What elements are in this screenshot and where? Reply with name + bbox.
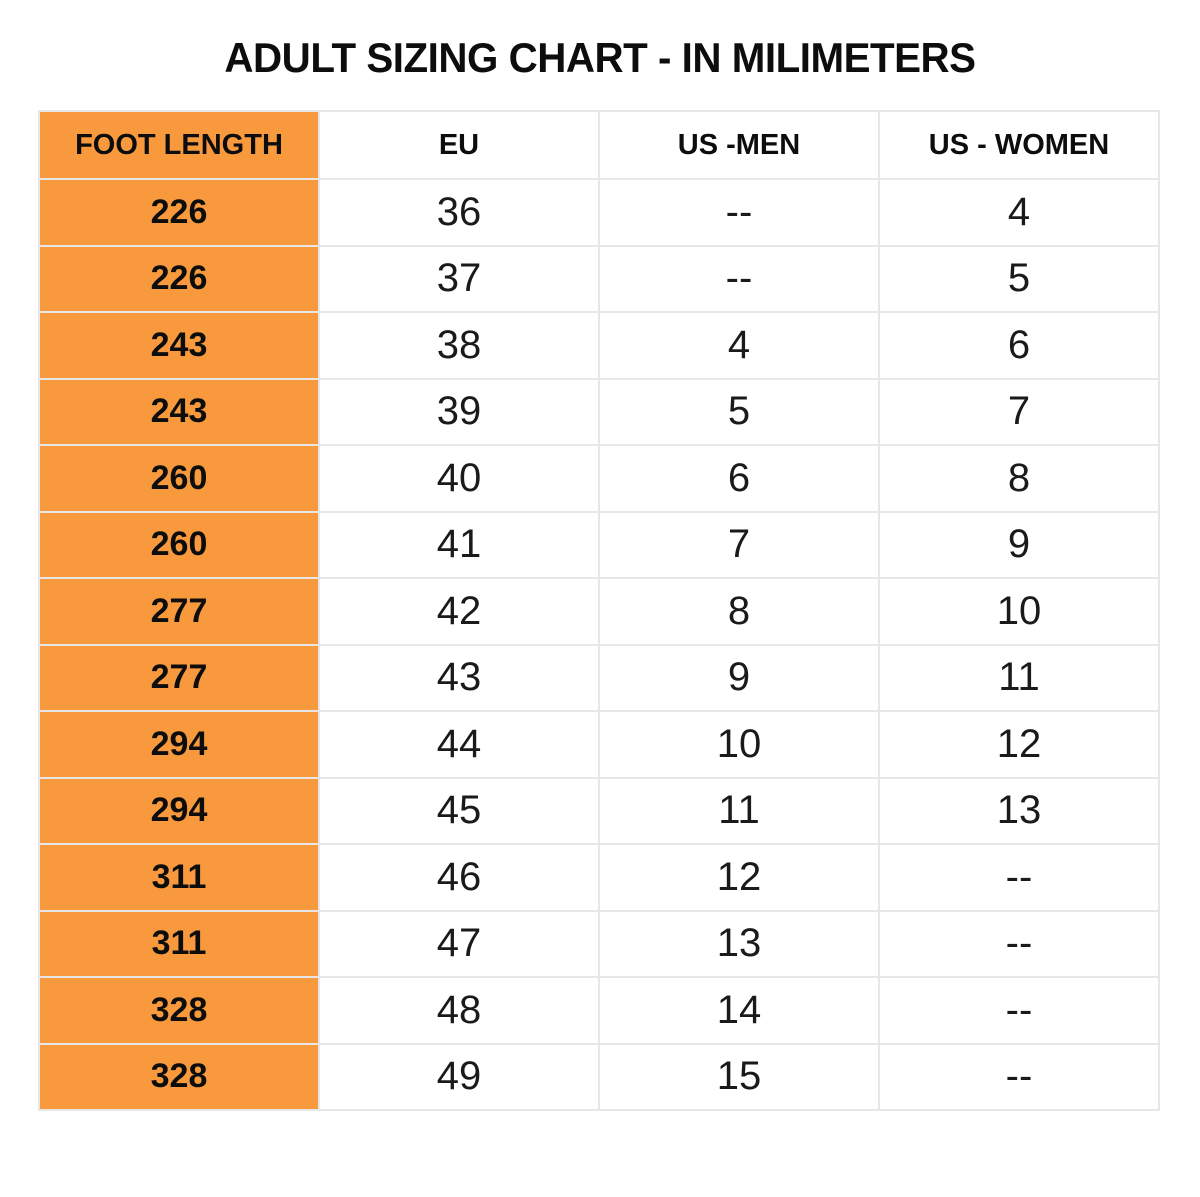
- cell-eu: 43: [318, 643, 600, 712]
- table-row: 311 46 12 --: [38, 843, 1160, 912]
- cell-eu: 37: [318, 244, 600, 313]
- cell-us-men: 4: [598, 311, 880, 380]
- cell-eu: 44: [318, 710, 600, 779]
- cell-eu: 45: [318, 776, 600, 845]
- cell-foot-length: 294: [38, 776, 320, 845]
- table-row: 277 42 8 10: [38, 577, 1160, 646]
- cell-foot-length: 243: [38, 311, 320, 380]
- cell-eu: 47: [318, 909, 600, 978]
- cell-us-women: 5: [878, 244, 1160, 313]
- cell-eu: 40: [318, 444, 600, 513]
- cell-eu: 38: [318, 311, 600, 380]
- cell-eu: 36: [318, 178, 600, 247]
- cell-us-women: 9: [878, 510, 1160, 579]
- cell-us-men: 5: [598, 377, 880, 446]
- table-row: 328 48 14 --: [38, 976, 1160, 1045]
- cell-us-women: 8: [878, 444, 1160, 513]
- table-row: 226 36 -- 4: [38, 178, 1160, 247]
- cell-us-men: 7: [598, 510, 880, 579]
- cell-us-women: --: [878, 1042, 1160, 1111]
- table-row: 328 49 15 --: [38, 1042, 1160, 1111]
- cell-foot-length: 294: [38, 710, 320, 779]
- col-header-eu: EU: [318, 110, 600, 180]
- table-row: 260 41 7 9: [38, 510, 1160, 579]
- cell-foot-length: 260: [38, 510, 320, 579]
- cell-foot-length: 311: [38, 843, 320, 912]
- cell-us-men: 14: [598, 976, 880, 1045]
- cell-eu: 46: [318, 843, 600, 912]
- cell-foot-length: 311: [38, 909, 320, 978]
- cell-foot-length: 260: [38, 444, 320, 513]
- table-row: 226 37 -- 5: [38, 244, 1160, 313]
- cell-us-men: 6: [598, 444, 880, 513]
- cell-us-women: 10: [878, 577, 1160, 646]
- table-row: 243 38 4 6: [38, 311, 1160, 380]
- table-row: 311 47 13 --: [38, 909, 1160, 978]
- cell-us-women: 7: [878, 377, 1160, 446]
- table-row: 294 45 11 13: [38, 776, 1160, 845]
- cell-us-women: 6: [878, 311, 1160, 380]
- cell-eu: 42: [318, 577, 600, 646]
- cell-foot-length: 226: [38, 244, 320, 313]
- cell-us-women: --: [878, 976, 1160, 1045]
- sizing-table: FOOT LENGTH EU US -MEN US - WOMEN 226 36…: [38, 110, 1160, 1111]
- table-row: 243 39 5 7: [38, 377, 1160, 446]
- cell-us-men: 9: [598, 643, 880, 712]
- cell-us-men: 10: [598, 710, 880, 779]
- cell-us-women: 13: [878, 776, 1160, 845]
- cell-us-men: 12: [598, 843, 880, 912]
- cell-foot-length: 328: [38, 1042, 320, 1111]
- cell-eu: 39: [318, 377, 600, 446]
- cell-us-men: 11: [598, 776, 880, 845]
- col-header-us-men: US -MEN: [598, 110, 880, 180]
- cell-foot-length: 226: [38, 178, 320, 247]
- cell-us-women: --: [878, 843, 1160, 912]
- cell-us-men: 8: [598, 577, 880, 646]
- col-header-foot-length: FOOT LENGTH: [38, 110, 320, 180]
- cell-foot-length: 277: [38, 643, 320, 712]
- col-header-us-women: US - WOMEN: [878, 110, 1160, 180]
- table-row: 277 43 9 11: [38, 643, 1160, 712]
- cell-us-men: --: [598, 244, 880, 313]
- cell-eu: 48: [318, 976, 600, 1045]
- header-row: FOOT LENGTH EU US -MEN US - WOMEN: [38, 110, 1160, 180]
- cell-us-men: 13: [598, 909, 880, 978]
- cell-foot-length: 277: [38, 577, 320, 646]
- cell-us-men: --: [598, 178, 880, 247]
- cell-us-women: 11: [878, 643, 1160, 712]
- cell-foot-length: 328: [38, 976, 320, 1045]
- cell-eu: 49: [318, 1042, 600, 1111]
- table-row: 260 40 6 8: [38, 444, 1160, 513]
- cell-us-women: 12: [878, 710, 1160, 779]
- cell-eu: 41: [318, 510, 600, 579]
- cell-us-men: 15: [598, 1042, 880, 1111]
- cell-foot-length: 243: [38, 377, 320, 446]
- table-row: 294 44 10 12: [38, 710, 1160, 779]
- cell-us-women: 4: [878, 178, 1160, 247]
- page-title: ADULT SIZING CHART - IN MILIMETERS: [224, 34, 976, 81]
- cell-us-women: --: [878, 909, 1160, 978]
